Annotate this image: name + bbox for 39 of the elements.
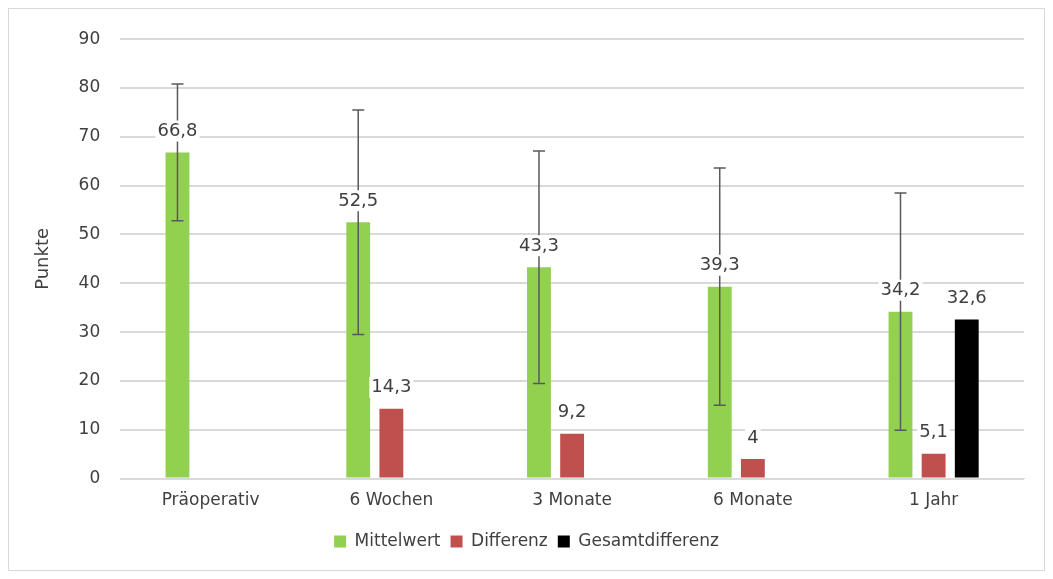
y-tick-label: 20 — [78, 369, 101, 390]
x-tick-label: Präoperativ — [161, 489, 260, 510]
data-label: 43,3 — [518, 233, 560, 255]
x-tick-label: 1 Jahr — [908, 489, 959, 510]
bar — [527, 267, 551, 478]
y-tick-label: 10 — [78, 418, 101, 439]
y-tick-label: 40 — [78, 271, 101, 292]
data-label: 39,3 — [699, 253, 740, 275]
bar — [165, 152, 190, 478]
bar — [921, 453, 946, 478]
bar — [954, 319, 979, 478]
x-tick-label: 3 Monate — [532, 489, 612, 510]
bar — [740, 459, 765, 478]
y-tick-label: 30 — [78, 320, 101, 341]
data-label: 14,3 — [371, 375, 412, 397]
data-label: 5,1 — [919, 420, 948, 442]
legend-label: Differenz — [471, 529, 548, 550]
y-tick-label: 50 — [78, 222, 101, 243]
bar — [379, 408, 404, 478]
x-tick-label: 6 Wochen — [349, 489, 434, 510]
bar — [888, 311, 913, 478]
data-label: 52,5 — [338, 188, 379, 210]
bar — [346, 222, 371, 478]
x-tick-label: 6 Monate — [713, 489, 793, 510]
y-tick-label: 60 — [78, 174, 101, 195]
data-label: 9,2 — [557, 400, 587, 422]
legend-label: Gesamtdifferenz — [578, 529, 719, 550]
y-tick-label: 0 — [89, 467, 101, 488]
y-tick-label: 80 — [78, 76, 101, 97]
data-label: 34,2 — [880, 278, 921, 300]
data-label: 66,8 — [157, 119, 198, 141]
y-tick-label: 70 — [78, 125, 101, 146]
y-axis-title: Punkte — [31, 227, 53, 290]
bar — [560, 433, 585, 478]
data-label: 4 — [747, 425, 759, 447]
bar — [707, 286, 732, 478]
legend-label: Mittelwert — [354, 529, 441, 550]
y-tick-label: 90 — [78, 27, 101, 48]
data-label: 32,6 — [946, 286, 987, 308]
